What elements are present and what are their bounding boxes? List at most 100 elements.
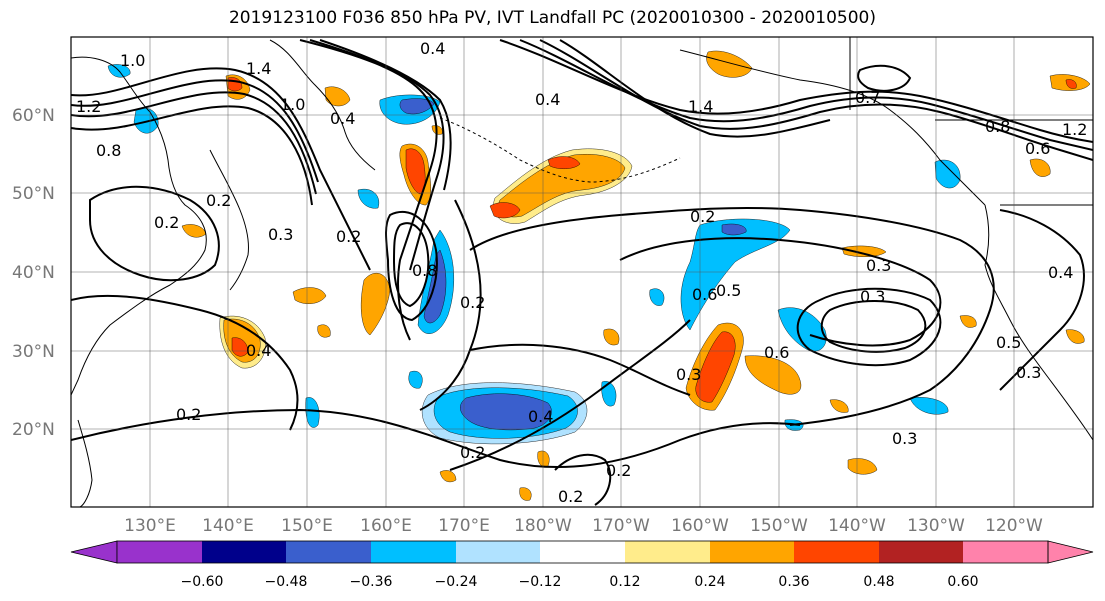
colorbar-segment <box>456 541 540 563</box>
colorbar-tick-label: 0.12 <box>609 574 640 590</box>
lon-label-170w: 170°W <box>592 516 650 536</box>
colorbar-tick-label: −0.48 <box>265 574 308 590</box>
contour-label: 0.5 <box>996 333 1021 352</box>
contour-label: 0.2 <box>176 405 201 424</box>
colorbar-tick-label: −0.12 <box>519 574 562 590</box>
neg-anomaly-hawaii-north-core <box>721 223 747 236</box>
lon-label-160w: 160°W <box>671 516 729 536</box>
contour-loop-west <box>385 210 438 322</box>
pos-anomaly-15n <box>847 458 878 475</box>
map-plot-area: 1.0 1.4 0.4 1.0 0.4 1.4 0.4 0.7 0.8 1.2 … <box>71 37 1093 507</box>
coastline-kamchatka <box>269 39 376 171</box>
contour-label: 1.4 <box>688 97 713 116</box>
contour-jet-2 <box>71 79 319 183</box>
lon-label-180w: 180°W <box>514 516 572 536</box>
map-frame <box>70 36 1094 508</box>
contour-loop-east-inner <box>820 300 927 353</box>
contour-label: 0.6 <box>692 285 717 304</box>
pos-anomaly-dateline-ridge <box>360 272 391 336</box>
contour-gyre-inner <box>619 237 942 347</box>
contour-label: 0.3 <box>860 287 885 306</box>
neg-anomaly-hawaii-north <box>680 218 791 331</box>
contour-label: 0.3 <box>676 365 701 384</box>
colorbar-segment <box>794 541 879 563</box>
lon-label-130e: 130°E <box>124 516 176 536</box>
lon-label-140e: 140°E <box>202 516 254 536</box>
contour-label: 0.7 <box>855 88 880 107</box>
contour-subtropical-2 <box>449 319 691 471</box>
colorbar-tick-label: 0.60 <box>947 574 978 590</box>
lat-label-60n: 60°N <box>12 106 55 126</box>
contour-north-2 <box>519 39 1093 151</box>
colorbar-tick-label: 0.24 <box>694 574 725 590</box>
contour-southwest <box>71 294 299 431</box>
pos-anomaly-kamchatka-north <box>324 86 351 107</box>
colorbar-segment <box>540 541 625 563</box>
contour-label: 0.8 <box>412 261 437 280</box>
pc-shading <box>107 50 1091 501</box>
pos-anomaly-canada-core <box>1065 79 1077 89</box>
colorbar-tick-label: −0.60 <box>181 574 224 590</box>
contour-label: 0.2 <box>206 191 231 210</box>
contour-label: 0.5 <box>716 281 741 300</box>
contour-label: 1.4 <box>246 59 271 78</box>
lon-label-160e: 160°E <box>360 516 412 536</box>
contour-north-3 <box>539 39 1093 161</box>
lat-label-30n: 30°N <box>12 342 55 362</box>
pos-anomaly-north-pacific-core <box>489 202 521 219</box>
pos-anomaly-east-pacific-25n <box>744 355 802 395</box>
contour-jet-4 <box>71 105 313 206</box>
contour-label: 0.6 <box>1025 139 1050 158</box>
contour-label: 0.2 <box>606 461 631 480</box>
contour-label: 0.2 <box>558 487 583 506</box>
graticule <box>71 37 1093 507</box>
colorbar-tick-label: −0.24 <box>435 574 478 590</box>
pos-anomaly-30n-125w <box>959 315 977 328</box>
contour-label: 0.4 <box>1048 263 1073 282</box>
contour-jet-1 <box>71 67 371 271</box>
contour-label: 0.6 <box>764 343 789 362</box>
coastline-aleutians <box>439 117 681 183</box>
pos-anomaly-17n-175e <box>439 470 457 483</box>
contour-label: 0.2 <box>154 213 179 232</box>
colorbar-outline <box>116 540 1049 564</box>
lon-label-140w: 140°W <box>828 516 886 536</box>
contour-label: 0.3 <box>892 429 917 448</box>
lon-label-170e: 170°E <box>438 516 490 536</box>
contour-east-edge <box>999 209 1085 391</box>
colorbar-segment <box>371 541 456 563</box>
contour-label: 0.8 <box>96 141 121 160</box>
contour-central <box>419 199 482 411</box>
contour-label: 1.2 <box>1062 120 1087 139</box>
contour-loop-east <box>796 287 942 367</box>
colorbar-segment <box>879 541 963 563</box>
contour-labels: 1.0 1.4 0.4 1.0 0.4 1.4 0.4 0.7 0.8 1.2 … <box>76 39 1087 506</box>
pv-contours <box>71 39 1093 506</box>
contour-asia-low <box>89 185 220 282</box>
contour-label: 0.4 <box>420 39 445 58</box>
neg-anomaly-west-20n <box>305 397 320 428</box>
colorbar-segment <box>625 541 710 563</box>
contour-label: 0.4 <box>528 407 553 426</box>
contour-label: 0.2 <box>460 293 485 312</box>
map-title: 2019123100 F036 850 hPa PV, IVT Landfall… <box>228 8 876 28</box>
contour-jet-3 <box>71 91 317 195</box>
latitude-labels: 60°N 50°N 40°N 30°N 20°N <box>12 106 55 440</box>
pos-anomaly-12n-175w <box>519 487 532 501</box>
neg-anomaly-40n-165w <box>649 288 665 306</box>
colorbar-extend-low <box>70 540 118 564</box>
contour-label: 0.8 <box>985 117 1010 136</box>
pos-anomaly-japan-south-core <box>231 337 249 357</box>
colorbar: −0.60 −0.48 −0.36 −0.24 −0.12 0.12 0.24 … <box>70 540 1094 590</box>
contour-label: 0.4 <box>535 90 560 109</box>
longitude-labels: 130°E 140°E 150°E 160°E 170°E 180°W 170°… <box>124 516 1043 536</box>
pos-anomaly-175w-30n <box>603 328 620 346</box>
neg-anomaly-50n-160e <box>357 188 380 209</box>
contour-south-lobe <box>554 453 612 506</box>
contour-mid-lat <box>469 343 691 396</box>
pos-anomaly-35n-115w <box>1065 329 1085 344</box>
colorbar-tick-label: 0.48 <box>863 574 894 590</box>
pos-anomaly-160e-30n <box>317 324 331 338</box>
contour-north-4 <box>559 39 831 138</box>
